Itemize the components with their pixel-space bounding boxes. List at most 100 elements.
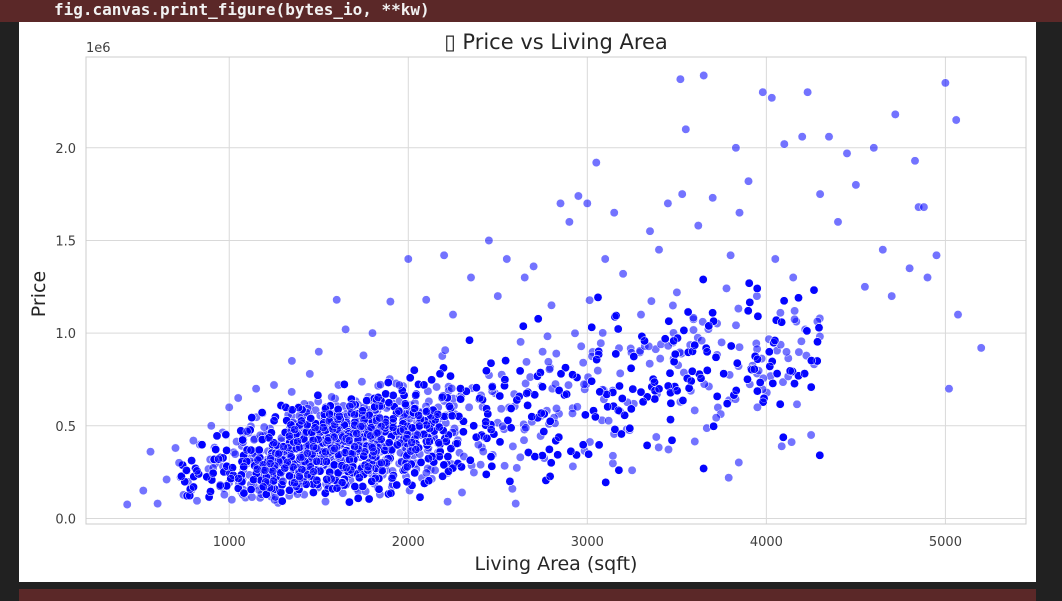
scatter-point — [645, 359, 655, 369]
scatter-point — [306, 414, 316, 423]
scatter-point — [446, 444, 456, 454]
scatter-point — [325, 409, 334, 419]
scatter-point — [318, 423, 328, 433]
scatter-point — [530, 452, 540, 462]
scatter-point — [305, 369, 315, 379]
scatter-point — [711, 413, 721, 423]
scatter-point — [265, 458, 275, 468]
scatter-point — [206, 487, 215, 497]
scatter-point — [698, 317, 708, 327]
scatter-point — [611, 349, 621, 359]
scatter-point — [521, 423, 531, 433]
scatter-point — [580, 410, 590, 420]
scatter-point — [684, 383, 694, 393]
scatter-point — [364, 494, 374, 504]
scatter-point — [226, 474, 236, 484]
scatter-point — [620, 410, 630, 420]
scatter-point — [749, 364, 759, 374]
scatter-point — [419, 380, 429, 390]
scatter-point — [146, 447, 155, 457]
scatter-point — [591, 158, 601, 168]
scatter-point — [381, 389, 391, 399]
scatter-point — [768, 378, 778, 388]
scatter-point — [520, 273, 530, 282]
scatter-point — [536, 408, 546, 418]
scatter-point — [654, 245, 664, 255]
bottom-strip — [19, 589, 1036, 601]
scatter-point — [752, 284, 762, 293]
scatter-point — [400, 399, 410, 409]
scatter-point — [743, 374, 752, 384]
scatter-point — [697, 336, 707, 346]
scatter-point — [384, 438, 394, 448]
scatter-point — [519, 435, 529, 445]
scatter-point — [345, 455, 354, 465]
scatter-point — [545, 416, 555, 426]
scatter-point — [367, 476, 377, 486]
scatter-point — [471, 432, 481, 442]
scatter-point — [403, 254, 413, 264]
scatter-point — [731, 386, 741, 395]
scatter-point — [252, 464, 262, 474]
scatter-point — [222, 445, 232, 455]
scatter-point — [476, 460, 486, 470]
scatter-point — [314, 347, 324, 357]
chart-title: ▯ Price vs Living Area — [444, 30, 668, 54]
scatter-point — [593, 292, 603, 302]
scatter-point — [802, 326, 812, 336]
scatter-point — [860, 282, 870, 292]
code-line: fig.canvas.print_figure(bytes_io, **kw) — [54, 0, 430, 19]
scatter-point — [629, 352, 639, 361]
scatter-point — [230, 449, 240, 459]
scatter-point — [280, 463, 290, 473]
scatter-point — [228, 463, 237, 473]
scatter-point — [246, 485, 256, 494]
scatter-point — [905, 263, 915, 273]
scatter-point — [439, 460, 449, 470]
scatter-point — [794, 347, 804, 357]
scatter-point — [486, 425, 496, 435]
scatter-point — [352, 429, 362, 438]
scatter-point — [717, 337, 727, 347]
scatter-point — [704, 321, 714, 331]
scatter-point — [731, 143, 741, 153]
scatter-point — [359, 451, 369, 461]
scatter-point — [456, 394, 466, 404]
scatter-point — [614, 465, 624, 475]
scatter-point — [890, 109, 900, 119]
scatter-point — [779, 139, 789, 149]
scatter-point — [522, 357, 531, 367]
scatter-point — [663, 198, 673, 208]
scatter-point — [593, 366, 603, 376]
scatter-point — [598, 328, 608, 338]
scatter-point — [273, 449, 283, 459]
scatter-point — [416, 457, 426, 467]
scatter-point — [779, 296, 789, 306]
scatter-point — [486, 358, 496, 368]
scatter-point — [330, 444, 340, 454]
scatter-point — [353, 493, 363, 503]
scatter-point — [332, 295, 342, 305]
scatter-point — [626, 404, 636, 414]
scatter-point — [456, 384, 465, 394]
scatter-point — [753, 311, 763, 321]
scatter-point — [778, 377, 788, 387]
scatter-point — [806, 430, 816, 440]
scatter-point — [731, 320, 741, 330]
scatter-point — [446, 371, 455, 381]
scatter-point — [294, 472, 304, 481]
scatter-point — [388, 414, 398, 424]
scatter-point — [239, 488, 249, 498]
scatter-point — [254, 445, 264, 455]
scatter-point — [301, 479, 311, 489]
scatter-point — [778, 432, 788, 442]
scatter-point — [772, 369, 782, 379]
scatter-point — [394, 406, 404, 416]
scatter-point — [797, 132, 807, 142]
scatter-point — [424, 476, 434, 486]
scatter-point — [744, 176, 753, 186]
scatter-point — [708, 308, 718, 318]
scatter-point — [341, 463, 351, 473]
scatter-point — [322, 474, 332, 484]
scatter-point — [538, 347, 548, 357]
